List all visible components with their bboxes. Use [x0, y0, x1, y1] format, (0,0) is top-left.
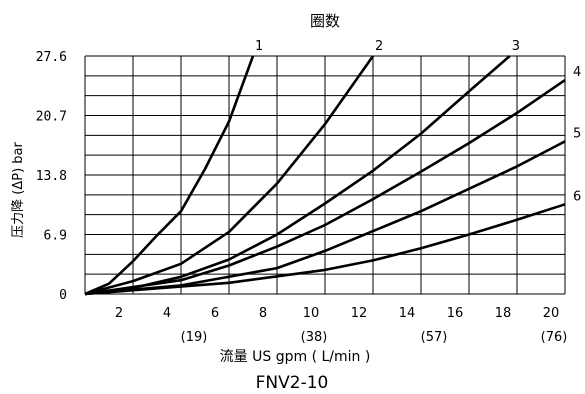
y-axis-label: 压力降 (ΔP) bar	[11, 142, 26, 238]
x-tick-label: 14	[399, 306, 416, 321]
series-label-5: 5	[573, 126, 581, 141]
x-tick-label-lpm: (38)	[301, 330, 328, 345]
x-tick-label-lpm: (76)	[541, 330, 568, 345]
y-tick-label: 0	[59, 288, 67, 303]
series-labels: 1 2 3 4 5 6	[255, 39, 581, 204]
x-axis-label: 流量 US gpm ( L/min )	[220, 349, 371, 365]
series-label-2: 2	[375, 39, 383, 54]
x-tick-label: 10	[303, 306, 320, 321]
x-tick-label: 18	[495, 306, 512, 321]
x-tick-label: 8	[259, 306, 267, 321]
x-tick-label: 4	[163, 306, 171, 321]
x-tick-label: 20	[543, 306, 560, 321]
y-tick-label: 6.9	[44, 229, 67, 244]
y-tick-label: 20.7	[36, 110, 67, 125]
y-tick-label: 13.8	[36, 169, 67, 184]
x-tick-label: 6	[211, 306, 219, 321]
y-tick-label: 27.6	[36, 50, 67, 65]
chart-title: 圈数	[310, 12, 340, 30]
series-line-1	[84, 55, 255, 296]
x-tick-label: 12	[351, 306, 368, 321]
series-line-6	[84, 203, 566, 296]
series-line-4	[84, 79, 566, 296]
series-line-2	[84, 55, 375, 296]
series-lines	[84, 55, 566, 296]
x-tick-label: 2	[115, 306, 123, 321]
x-tick-label-lpm: (57)	[421, 330, 448, 345]
x-tick-label: 16	[447, 306, 464, 321]
series-label-1: 1	[255, 39, 263, 54]
series-label-4: 4	[573, 65, 581, 80]
tick-labels: 0 6.9 13.8 20.7 27.6 2 4 6 8 10 12 14 16 18 20 (19) (38)…	[36, 50, 568, 345]
series-line-5	[84, 140, 566, 296]
series-label-6: 6	[573, 189, 581, 204]
grid	[84, 55, 566, 295]
series-label-3: 3	[512, 39, 520, 54]
x-tick-label-lpm: (19)	[181, 330, 208, 345]
chart-subtitle: FNV2-10	[256, 373, 329, 393]
